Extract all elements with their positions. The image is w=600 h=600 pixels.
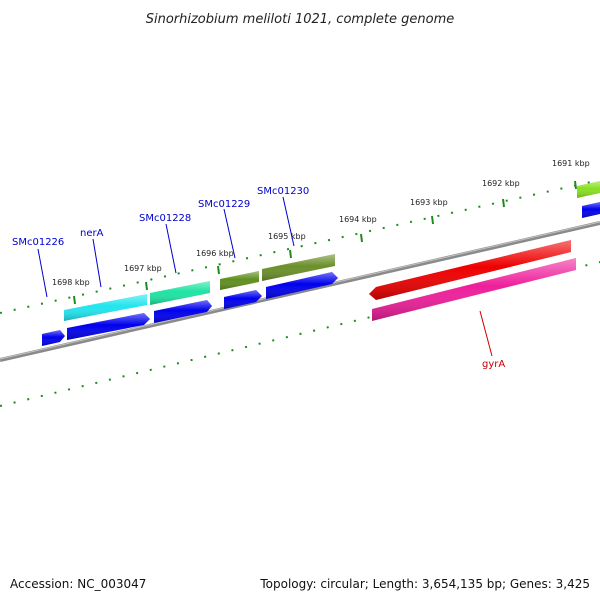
- major-tick: [574, 180, 577, 190]
- major-tick: [360, 233, 363, 243]
- label-leader: [37, 248, 48, 298]
- kbp-label: 1697 kbp: [124, 264, 162, 273]
- kbp-label: 1693 kbp: [410, 198, 448, 207]
- cds-track: [42, 202, 600, 346]
- gene-labels: SMc01226 nerA SMc01228 SMc01229 SMc01230…: [12, 186, 505, 370]
- label-leader: [282, 196, 295, 247]
- gene-label-nera[interactable]: nerA: [80, 228, 104, 239]
- major-tick: [217, 265, 220, 275]
- gene-label-smc01230[interactable]: SMc01230: [257, 186, 309, 197]
- gene-label-gyra[interactable]: gyrA: [482, 359, 505, 370]
- label-leader: [223, 208, 236, 259]
- gene-label-leaders: [37, 196, 493, 357]
- kbp-label: 1694 kbp: [339, 215, 377, 224]
- nera-gene[interactable]: [64, 294, 147, 321]
- gyra-cds[interactable]: [372, 258, 576, 321]
- gene-label-smc01229[interactable]: SMc01229: [198, 199, 250, 210]
- major-tick: [145, 281, 148, 291]
- gene-label-smc01226[interactable]: SMc01226: [12, 237, 64, 248]
- major-tick: [502, 198, 505, 208]
- label-leader: [165, 223, 177, 274]
- smc01229-gene[interactable]: [220, 271, 259, 290]
- major-tick: [431, 215, 434, 225]
- smc01230-gene[interactable]: [262, 254, 335, 281]
- smc01226-cds[interactable]: [42, 330, 65, 346]
- major-tick: [289, 249, 292, 259]
- accession-text: Accession: NC_003047: [10, 577, 147, 591]
- inner-tick-ring: [0, 261, 600, 407]
- kbp-label: 1696 kbp: [196, 249, 234, 258]
- kbp-label: 1695 kbp: [268, 232, 306, 241]
- smc01228-gene[interactable]: [150, 281, 210, 305]
- nera-cds[interactable]: [67, 313, 150, 340]
- scale-labels: 1698 kbp 1697 kbp 1696 kbp 1695 kbp 1694…: [52, 159, 590, 287]
- label-leader: [92, 238, 102, 288]
- genome-summary-text: Topology: circular; Length: 3,654,135 bp…: [260, 577, 590, 591]
- smc01229-cds[interactable]: [224, 290, 262, 309]
- map-title: Sinorhizobium meliloti 1021, complete ge…: [146, 12, 455, 27]
- outer-tick-ring: [0, 179, 600, 314]
- smc01230-cds[interactable]: [266, 272, 338, 299]
- kbp-label: 1692 kbp: [482, 179, 520, 188]
- gene-track-forward: [64, 181, 600, 321]
- kbp-label: 1691 kbp: [552, 159, 590, 168]
- right-edge-cds[interactable]: [582, 202, 600, 218]
- gyra-gene[interactable]: [369, 240, 571, 300]
- smc01228-cds[interactable]: [154, 300, 212, 323]
- label-leader: [479, 310, 493, 357]
- major-tick: [73, 295, 76, 305]
- kbp-label: 1698 kbp: [52, 278, 90, 287]
- gene-label-smc01228[interactable]: SMc01228: [139, 213, 191, 224]
- right-edge-gene[interactable]: [577, 181, 600, 198]
